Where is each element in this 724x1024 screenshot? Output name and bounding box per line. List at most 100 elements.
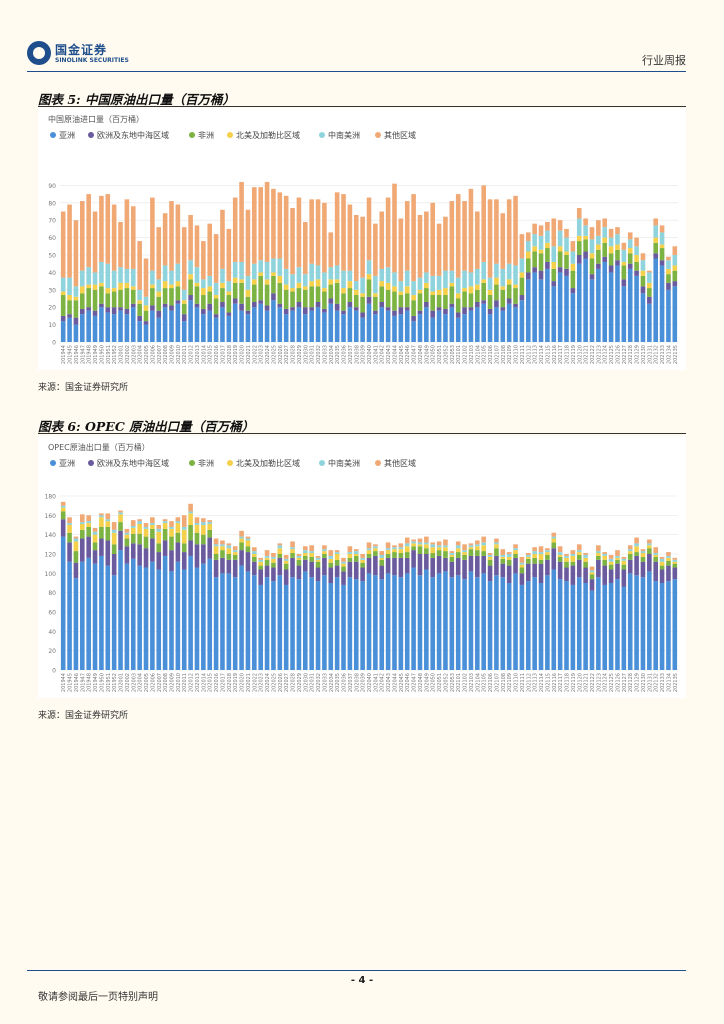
bar-segment (634, 255, 639, 262)
bar-segment (315, 279, 321, 287)
x-tick-label: 202005 (144, 673, 150, 692)
bar-segment (105, 565, 111, 670)
bar-segment (322, 545, 327, 550)
bar-segment (258, 557, 263, 560)
x-tick-label: 201948 (87, 673, 93, 692)
x-tick-label: 202033 (322, 673, 328, 692)
x-tick-label: 201950 (99, 673, 105, 692)
bar-segment (506, 565, 512, 583)
bar-segment (277, 575, 283, 670)
bar-segment (672, 557, 678, 560)
bar-segment (659, 260, 665, 266)
header-rule (27, 71, 686, 72)
x-tick-label: 202009 (169, 673, 175, 692)
bar-segment (487, 289, 493, 296)
bar-segment (373, 296, 378, 311)
bar-segment (303, 571, 308, 670)
bar-segment (137, 315, 142, 322)
bar-segment (487, 295, 493, 309)
bar-segment (181, 543, 187, 553)
x-tick-label: 202122 (590, 673, 596, 692)
bar-segment (564, 228, 569, 238)
bar-segment (564, 268, 569, 276)
bar-segment (436, 289, 442, 296)
bar-segment (576, 554, 582, 560)
bar-segment (353, 561, 359, 580)
y-tick-4: 80 (48, 590, 56, 597)
bar-segment (379, 286, 385, 302)
x-tick-label: 202036 (342, 673, 348, 692)
bar-segment (194, 544, 200, 568)
bar-segment (672, 246, 678, 255)
bar-segment (589, 590, 595, 670)
bar-segment (468, 272, 474, 287)
bar-segment (105, 293, 111, 308)
bar-segment (99, 555, 104, 670)
bar-segment (570, 288, 576, 294)
bar-segment (373, 551, 378, 556)
bar-segment (341, 571, 346, 585)
bar-segment (277, 258, 283, 276)
bar-segment (589, 239, 595, 254)
bar-segment (73, 296, 79, 301)
bar-segment (659, 232, 665, 245)
bar-segment (334, 192, 340, 266)
bar-segment (564, 554, 569, 556)
bar-segment (551, 548, 557, 570)
bar-segment (615, 555, 620, 558)
bar-segment (245, 571, 251, 670)
x-tick-label: 202042 (380, 673, 386, 692)
bar-segment (220, 301, 225, 308)
bar-segment (659, 556, 665, 559)
bar-segment (647, 539, 652, 544)
bar-segment (169, 305, 174, 311)
bar-segment (283, 569, 289, 585)
bar-segment (283, 558, 289, 561)
bar-segment (143, 258, 149, 297)
bar-segment (379, 268, 385, 282)
bar-segment (564, 561, 569, 568)
bar-segment (430, 295, 436, 311)
bar-segment (659, 583, 665, 670)
bar-segment (290, 577, 295, 670)
bar-segment (366, 274, 372, 280)
x-tick-label: 202116 (552, 673, 558, 692)
bar-segment (621, 560, 627, 565)
bar-segment (634, 237, 639, 247)
x-tick-label: 202128 (628, 673, 634, 692)
bar-segment (341, 566, 346, 572)
bar-segment (315, 265, 321, 280)
bar-segment (487, 199, 493, 278)
bar-segment (557, 556, 563, 562)
bar-segment (494, 284, 499, 301)
bar-segment (621, 556, 627, 559)
bar-segment (666, 274, 671, 283)
x-tick-label: 202034 (329, 673, 335, 692)
bar-segment (283, 560, 289, 564)
bar-segment (175, 561, 181, 670)
bar-segment (373, 275, 378, 294)
bar-segment (239, 282, 244, 304)
bar-segment (436, 555, 442, 574)
legend-label-1: 欧洲及东地中海区域 (97, 130, 169, 140)
bar-segment (500, 307, 506, 311)
x-tick-label: 202131 (647, 345, 653, 364)
bar-segment (315, 561, 321, 568)
x-tick-label: 202020 (240, 673, 246, 692)
bar-segment (424, 211, 429, 273)
bar-segment (443, 539, 448, 546)
bar-segment (252, 301, 257, 308)
bar-segment (207, 522, 213, 525)
x-tick-label: 202119 (571, 345, 577, 364)
bar-segment (188, 274, 193, 280)
bar-segment (277, 282, 283, 304)
y-tick-3: 60 (48, 610, 56, 617)
bar-segment (615, 244, 620, 250)
bar-segment (290, 288, 295, 292)
bar-segment (583, 218, 588, 226)
bar-segment (137, 565, 142, 670)
figure-5-panel: 中国原油进口量（百万桶） 亚洲 欧洲及东地中海区域 非洲 北美及加勒比区域 中南美洲 其他区… (38, 108, 686, 370)
bar-segment (557, 246, 563, 252)
bar-segment (264, 559, 270, 566)
footer-disclaimer: 敬请参阅最后一页特别声明 (38, 992, 158, 1003)
